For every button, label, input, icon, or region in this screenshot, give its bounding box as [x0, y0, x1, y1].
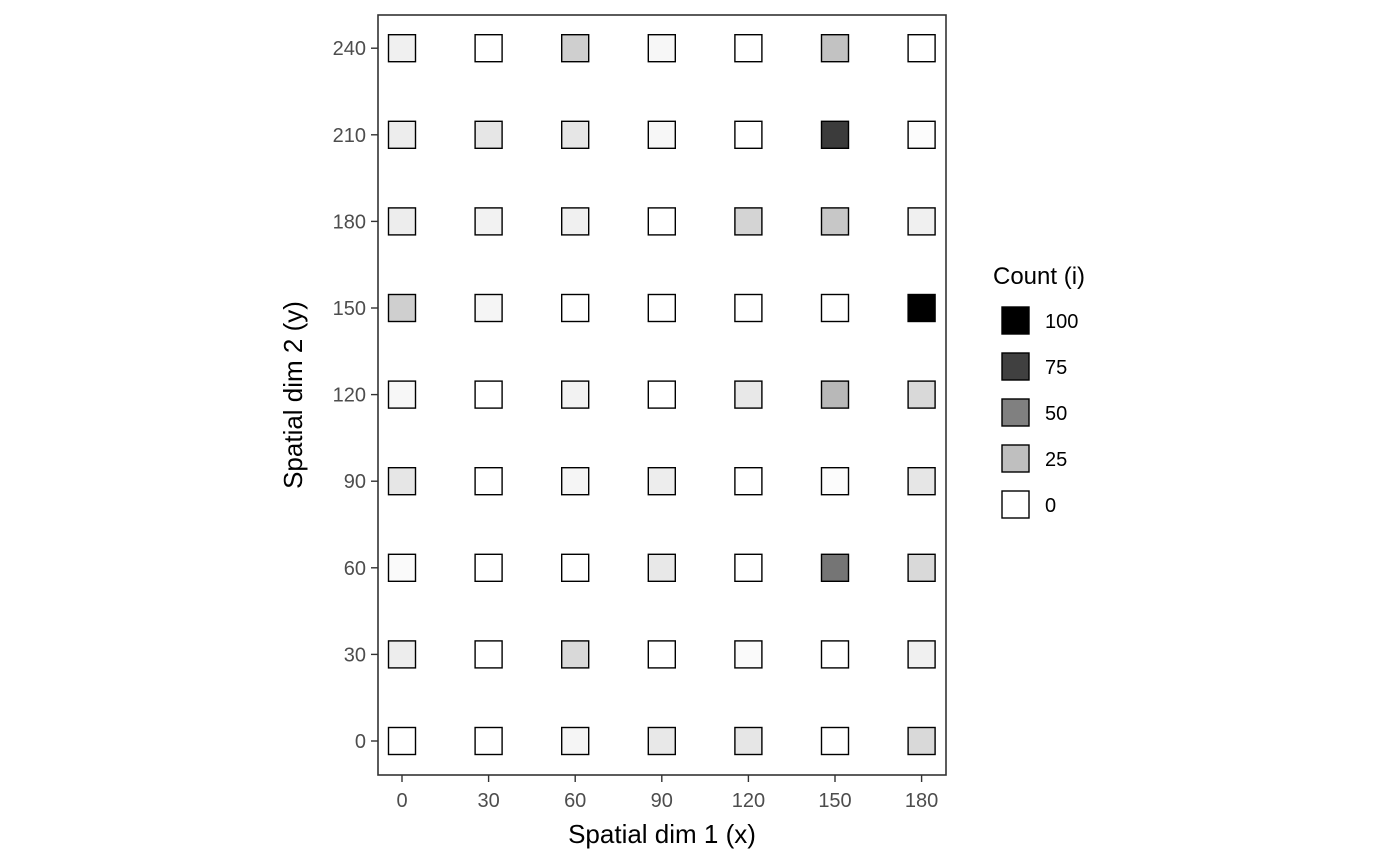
heatmap-cell [820, 467, 850, 496]
y-tick-label: 60 [344, 558, 366, 580]
heatmap-cell [387, 207, 417, 236]
heatmap-cell [387, 34, 417, 63]
x-axis-title: Spatial dim 1 (x) [568, 819, 756, 849]
heatmap-cell [907, 120, 936, 150]
legend-key [1001, 490, 1030, 519]
legend-label: 75 [1045, 357, 1067, 379]
heatmap-cell [561, 640, 590, 669]
heatmap-cell [907, 640, 936, 669]
heatmap-cell [387, 380, 417, 409]
heatmap-cell [647, 640, 676, 669]
heatmap-cell [820, 120, 850, 150]
heatmap-cell [820, 34, 850, 63]
y-tick-label: 90 [344, 471, 366, 493]
heatmap-cell [474, 553, 503, 582]
heatmap-cell [734, 553, 763, 582]
legend-label: 50 [1045, 403, 1067, 425]
heatmap-cell [907, 380, 936, 409]
legend-label: 25 [1045, 449, 1067, 471]
heatmap-cell [561, 467, 590, 496]
x-tick-label: 180 [905, 790, 938, 812]
legend-label: 100 [1045, 311, 1078, 333]
x-tick-label: 60 [564, 790, 586, 812]
heatmap-cell [474, 120, 503, 150]
heatmap-cell [647, 34, 676, 63]
x-tick-label: 30 [477, 790, 499, 812]
heatmap-cell [734, 120, 763, 150]
heatmap-cell [734, 380, 763, 409]
y-tick-label: 150 [333, 298, 366, 320]
legend-key [1001, 352, 1030, 381]
heatmap-cell [907, 726, 936, 756]
legend-key [1001, 398, 1030, 427]
legend: Count (i) 100 75 50 25 0 [993, 263, 1085, 519]
y-tick-label: 180 [333, 211, 366, 233]
heatmap-cell [387, 553, 417, 582]
heatmap-cell [820, 380, 850, 409]
heatmap-cell [474, 34, 503, 63]
heatmap-cell [820, 640, 850, 669]
heatmap-cell [387, 467, 417, 496]
x-axis: 0 30 60 90 120 150 180 [396, 775, 938, 812]
heatmap-cell [820, 726, 850, 756]
heatmap-cell [647, 293, 676, 323]
heatmap-cell [387, 120, 417, 150]
heatmap-cell [820, 293, 850, 323]
y-tick-label: 240 [333, 38, 366, 60]
heatmap-cell [561, 207, 590, 236]
heatmap-cell [907, 467, 936, 496]
heatmap-cell [474, 207, 503, 236]
heatmap-cell [907, 207, 936, 236]
heatmap-cell [561, 553, 590, 582]
cell-layer [387, 34, 936, 756]
heatmap-cell [820, 553, 850, 582]
heatmap-cell [734, 207, 763, 236]
y-axis-title: Spatial dim 2 (y) [278, 301, 308, 489]
heatmap-cell [647, 726, 676, 756]
heatmap-cell [647, 467, 676, 496]
heatmap-cell [907, 34, 936, 63]
heatmap-cell [387, 726, 417, 756]
heatmap-cell [474, 467, 503, 496]
y-tick-label: 210 [333, 125, 366, 147]
heatmap-cell [474, 726, 503, 756]
heatmap-cell [647, 380, 676, 409]
heatmap-cell [387, 293, 417, 323]
heatmap-cell [820, 207, 850, 236]
heatmap-cell [561, 293, 590, 323]
y-axis: 0 30 60 90 120 150 180 210 240 [333, 38, 378, 753]
heatmap-cell [734, 34, 763, 63]
heatmap-cell [561, 726, 590, 756]
heatmap-cell [734, 726, 763, 756]
y-tick-label: 120 [333, 385, 366, 407]
heatmap-cell [561, 380, 590, 409]
heatmap-cell [561, 34, 590, 63]
heatmap-cell [474, 293, 503, 323]
heatmap-cell [561, 120, 590, 150]
heatmap-cell [907, 293, 936, 323]
y-tick-label: 0 [355, 731, 366, 753]
heatmap-cell [734, 293, 763, 323]
legend-title: Count (i) [993, 263, 1085, 290]
heatmap-cell [474, 380, 503, 409]
heatmap-cell [734, 640, 763, 669]
heatmap-cell [474, 640, 503, 669]
x-tick-label: 150 [818, 790, 851, 812]
heatmap-cell [647, 553, 676, 582]
legend-label: 0 [1045, 495, 1056, 517]
x-tick-label: 120 [732, 790, 765, 812]
x-tick-label: 90 [651, 790, 673, 812]
legend-key [1001, 306, 1030, 335]
x-tick-label: 0 [396, 790, 407, 812]
heatmap-cell [647, 207, 676, 236]
y-tick-label: 30 [344, 644, 366, 666]
legend-key [1001, 444, 1030, 473]
heatmap-cell [734, 467, 763, 496]
heatmap-cell [907, 553, 936, 582]
heatmap-cell [387, 640, 417, 669]
heatmap-cell [647, 120, 676, 150]
